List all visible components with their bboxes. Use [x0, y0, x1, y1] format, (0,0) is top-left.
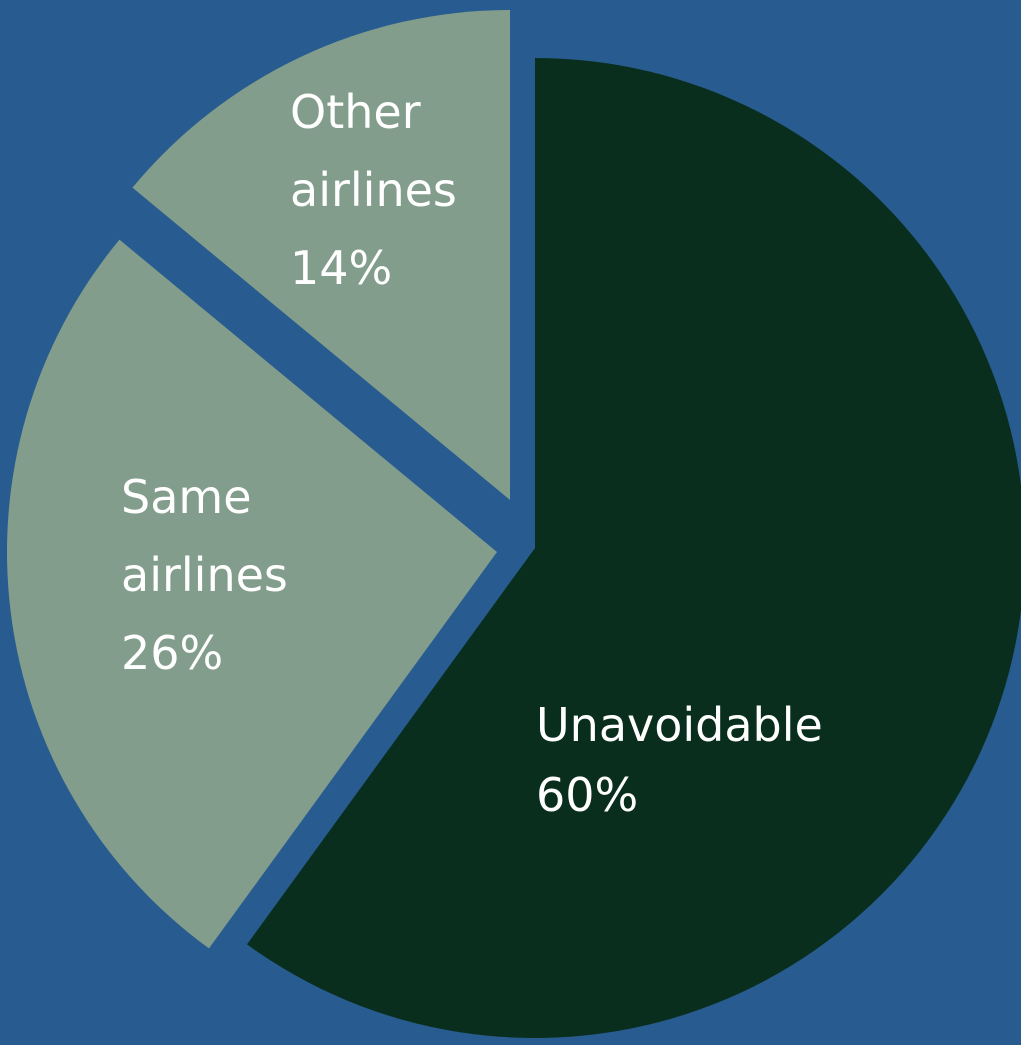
slices-layer — [6, 10, 1021, 1038]
slice-label-same-airlines-value: 26% — [121, 626, 223, 680]
slice-label-unavoidable: Unavoidable 60% — [536, 698, 837, 822]
slice-label-same-airlines-line1: Same — [121, 470, 252, 524]
pie-slice-same-airlines — [6, 239, 497, 949]
slice-label-other-airlines-value: 14% — [290, 241, 392, 295]
slice-label-same-airlines: Same airlines 26% — [121, 470, 303, 680]
labels-layer: Unavoidable 60% Same airlines 26% Other … — [121, 85, 837, 822]
slice-label-unavoidable-name: Unavoidable — [536, 698, 823, 752]
slice-label-unavoidable-value: 60% — [536, 768, 638, 822]
slice-label-other-airlines-line1: Other — [290, 85, 421, 139]
slice-label-other-airlines-line2: airlines — [290, 163, 457, 217]
pie-slice-other-airlines — [132, 10, 510, 500]
slice-label-other-airlines: Other airlines 14% — [290, 85, 472, 295]
pie-slice-unavoidable — [246, 58, 1021, 1038]
slice-label-same-airlines-line2: airlines — [121, 548, 288, 602]
